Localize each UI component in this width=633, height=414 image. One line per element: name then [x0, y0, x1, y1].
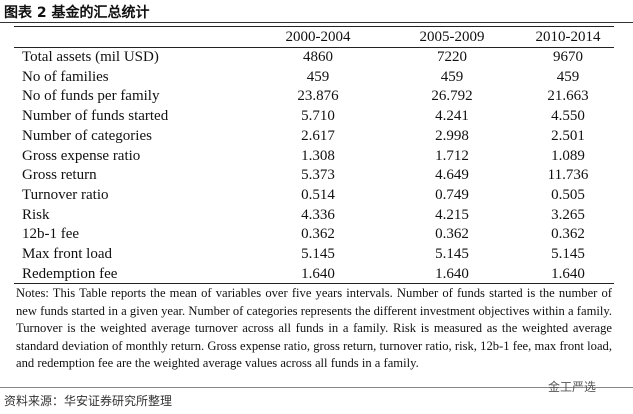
cell-value: 0.749	[435, 186, 469, 203]
cell-value: 21.663	[547, 88, 589, 105]
cell-value: 459	[306, 68, 330, 85]
cell-value: 4.336	[301, 206, 335, 223]
row-label: No of funds per family	[22, 88, 160, 105]
cell-value: 4.550	[551, 108, 585, 125]
row-label: Gross return	[22, 167, 97, 184]
cell-value: 2.501	[551, 127, 585, 144]
cell-value: 5.145	[301, 246, 335, 262]
title: 图表 2 基金的汇总统计	[4, 5, 150, 21]
cell-value: 0.362	[435, 226, 469, 243]
cell-value: 1.640	[435, 265, 469, 282]
cell-value: 5.373	[301, 167, 335, 184]
cell-value: 1.712	[435, 147, 469, 164]
cell-value: 7220	[437, 49, 467, 65]
column-header: 2010-2014	[535, 29, 601, 45]
cell-value: 0.514	[301, 186, 335, 203]
table-top-rule	[14, 26, 614, 27]
row-label: Redemption fee	[22, 265, 118, 282]
cell-value: 9670	[553, 49, 583, 65]
watermark: 金工严选	[548, 380, 597, 394]
row-label: Total assets (mil USD)	[22, 49, 159, 65]
notes: Notes: This Table reports the mean of va…	[16, 286, 612, 371]
cell-value: 4.215	[435, 206, 469, 223]
title-rule	[0, 22, 633, 23]
cell-value: 5.145	[435, 246, 469, 262]
cell-value: 459	[440, 68, 464, 85]
row-label: Gross expense ratio	[22, 147, 141, 164]
table-bottom-rule	[14, 283, 614, 284]
cell-value: 4.649	[435, 167, 469, 184]
cell-value: 4.241	[435, 108, 469, 125]
cell-value: 23.876	[297, 88, 339, 105]
footer-rule	[0, 387, 633, 388]
row-label: Number of categories	[22, 127, 152, 144]
cell-value: 0.505	[551, 186, 585, 203]
cell-value: 3.265	[551, 206, 585, 223]
cell-value: 2.998	[435, 127, 469, 144]
cell-value: 2.617	[301, 127, 335, 144]
cell-value: 0.362	[551, 226, 585, 243]
cell-value: 1.089	[551, 147, 585, 164]
source: 资料来源：华安证券研究所整理	[4, 394, 173, 408]
row-label: Number of funds started	[22, 108, 169, 125]
row-label: Turnover ratio	[22, 186, 109, 203]
cell-value: 459	[556, 68, 580, 85]
cell-value: 1.308	[301, 147, 335, 164]
column-header: 2000-2004	[285, 29, 351, 45]
cell-value: 0.362	[301, 226, 335, 243]
header-rule	[14, 47, 614, 48]
cell-value: 11.736	[547, 167, 589, 184]
row-label: No of families	[22, 68, 109, 85]
row-label: Max front load	[22, 246, 112, 262]
row-label: Risk	[22, 206, 50, 223]
cell-value: 5.145	[551, 246, 585, 262]
cell-value: 5.710	[301, 108, 335, 125]
column-header: 2005-2009	[419, 29, 485, 45]
row-label: 12b-1 fee	[22, 226, 80, 243]
cell-value: 1.640	[551, 265, 585, 282]
cell-value: 1.640	[301, 265, 335, 282]
cell-value: 26.792	[431, 88, 473, 105]
cell-value: 4860	[303, 49, 333, 65]
